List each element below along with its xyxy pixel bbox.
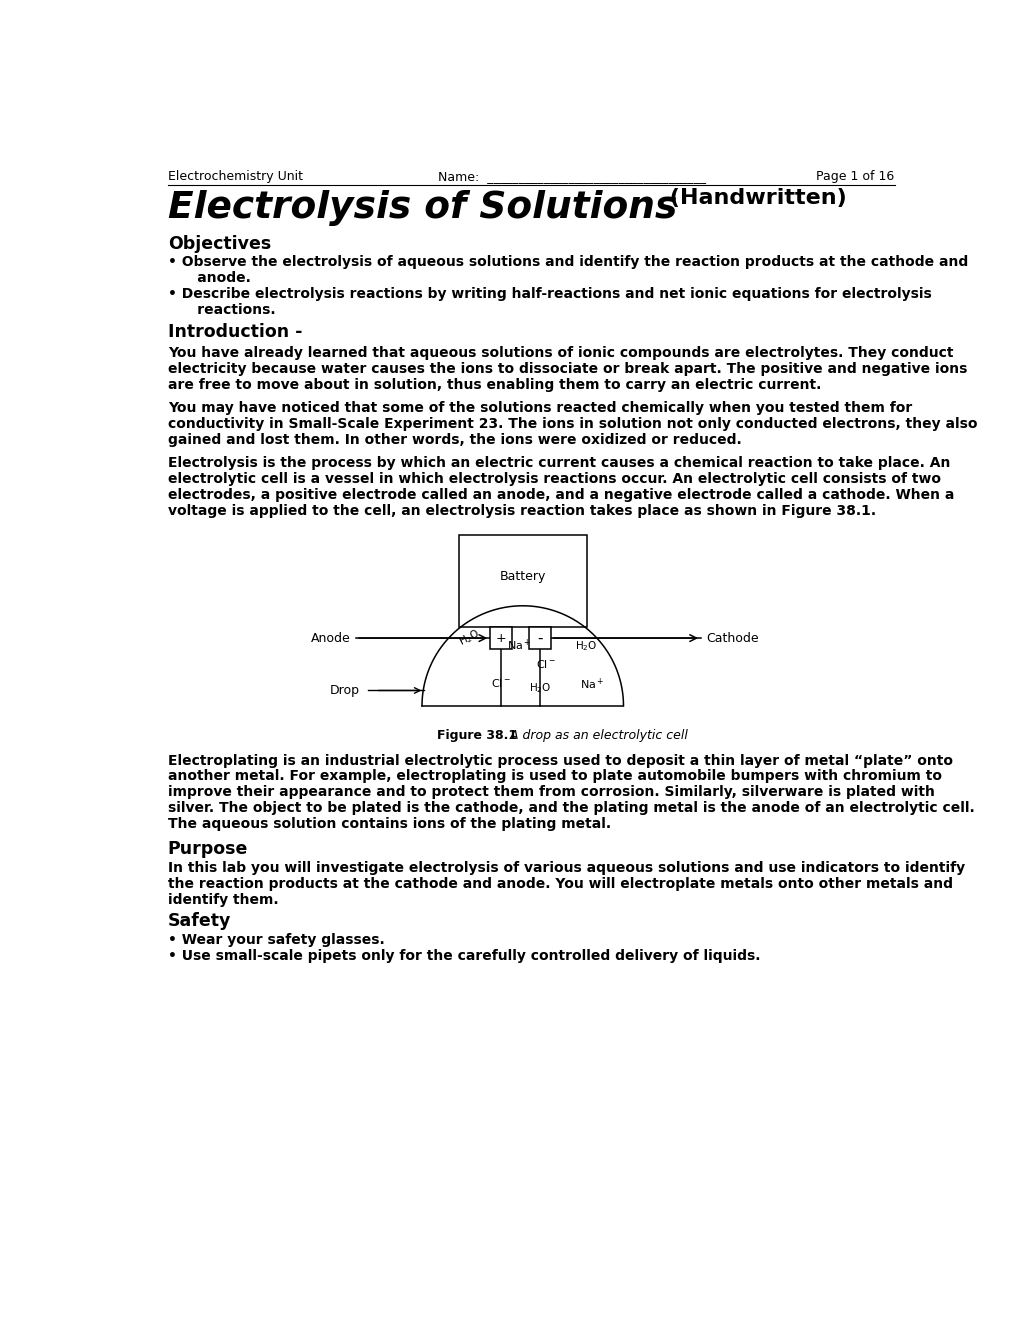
Text: voltage is applied to the cell, an electrolysis reaction takes place as shown in: voltage is applied to the cell, an elect… (168, 504, 875, 517)
Text: Cathode: Cathode (706, 631, 758, 644)
Text: Page 1 of 16: Page 1 of 16 (815, 170, 894, 183)
Text: H$_2$O: H$_2$O (575, 639, 597, 652)
Text: Introduction -: Introduction - (168, 323, 302, 341)
Text: conductivity in Small-Scale Experiment 23. The ions in solution not only conduct: conductivity in Small-Scale Experiment 2… (168, 417, 976, 432)
Text: electrolytic cell is a vessel in which electrolysis reactions occur. An electrol: electrolytic cell is a vessel in which e… (168, 473, 940, 486)
Text: another metal. For example, electroplating is used to plate automobile bumpers w: another metal. For example, electroplati… (168, 770, 941, 783)
Text: Objectives: Objectives (168, 235, 271, 252)
Text: improve their appearance and to protect them from corrosion. Similarly, silverwa: improve their appearance and to protect … (168, 785, 933, 799)
Text: • Use small-scale pipets only for the carefully controlled delivery of liquids.: • Use small-scale pipets only for the ca… (168, 949, 759, 962)
Text: Cl$^-$: Cl$^-$ (535, 657, 555, 669)
Text: Name:  ___________________________________: Name: __________________________________… (437, 170, 705, 183)
Text: silver. The object to be plated is the cathode, and the plating metal is the ano: silver. The object to be plated is the c… (168, 801, 973, 814)
Text: reactions.: reactions. (168, 302, 275, 317)
Text: identify them.: identify them. (168, 892, 278, 907)
Text: A drop as an electrolytic cell: A drop as an electrolytic cell (497, 729, 687, 742)
Text: H$_2$O: H$_2$O (528, 681, 550, 696)
Text: • Describe electrolysis reactions by writing half-reactions and net ionic equati: • Describe electrolysis reactions by wri… (168, 286, 930, 301)
Text: Figure 38.1: Figure 38.1 (437, 729, 517, 742)
Text: anode.: anode. (168, 271, 251, 285)
Text: Electrolysis of Solutions: Electrolysis of Solutions (168, 190, 677, 226)
Text: electricity because water causes the ions to dissociate or break apart. The posi: electricity because water causes the ion… (168, 362, 966, 376)
Text: Na$^+$: Na$^+$ (506, 638, 531, 653)
Text: are free to move about in solution, thus enabling them to carry an electric curr: are free to move about in solution, thus… (168, 378, 820, 392)
Text: Purpose: Purpose (168, 841, 248, 858)
Text: You have already learned that aqueous solutions of ionic compounds are electroly: You have already learned that aqueous so… (168, 346, 953, 360)
Text: Battery: Battery (499, 570, 545, 583)
Text: Anode: Anode (311, 631, 351, 644)
Text: You may have noticed that some of the solutions reacted chemically when you test: You may have noticed that some of the so… (168, 401, 911, 416)
Text: Drop: Drop (330, 684, 360, 697)
Text: H$_2$O: H$_2$O (457, 627, 483, 649)
Text: • Observe the electrolysis of aqueous solutions and identify the reaction produc: • Observe the electrolysis of aqueous so… (168, 256, 967, 269)
Text: Electrochemistry Unit: Electrochemistry Unit (168, 170, 303, 183)
Text: electrodes, a positive electrode called an anode, and a negative electrode calle: electrodes, a positive electrode called … (168, 488, 953, 502)
Text: Electroplating is an industrial electrolytic process used to deposit a thin laye: Electroplating is an industrial electrol… (168, 754, 952, 768)
Text: gained and lost them. In other words, the ions were oxidized or reduced.: gained and lost them. In other words, th… (168, 433, 741, 447)
Text: The aqueous solution contains ions of the plating metal.: The aqueous solution contains ions of th… (168, 817, 610, 830)
Text: (Handwritten): (Handwritten) (661, 189, 846, 209)
Bar (459, 535, 586, 627)
Text: In this lab you will investigate electrolysis of various aqueous solutions and u: In this lab you will investigate electro… (168, 861, 964, 875)
Bar (490, 627, 512, 649)
Text: Electrolysis is the process by which an electric current causes a chemical react: Electrolysis is the process by which an … (168, 457, 950, 470)
Text: -: - (537, 631, 542, 645)
Text: the reaction products at the cathode and anode. You will electroplate metals ont: the reaction products at the cathode and… (168, 876, 952, 891)
Text: Cl$^-$: Cl$^-$ (490, 677, 511, 689)
Text: Na$^+$: Na$^+$ (580, 677, 604, 692)
Bar (529, 627, 550, 649)
Text: Safety: Safety (168, 912, 231, 931)
Text: +: + (495, 631, 505, 644)
Text: • Wear your safety glasses.: • Wear your safety glasses. (168, 933, 384, 946)
